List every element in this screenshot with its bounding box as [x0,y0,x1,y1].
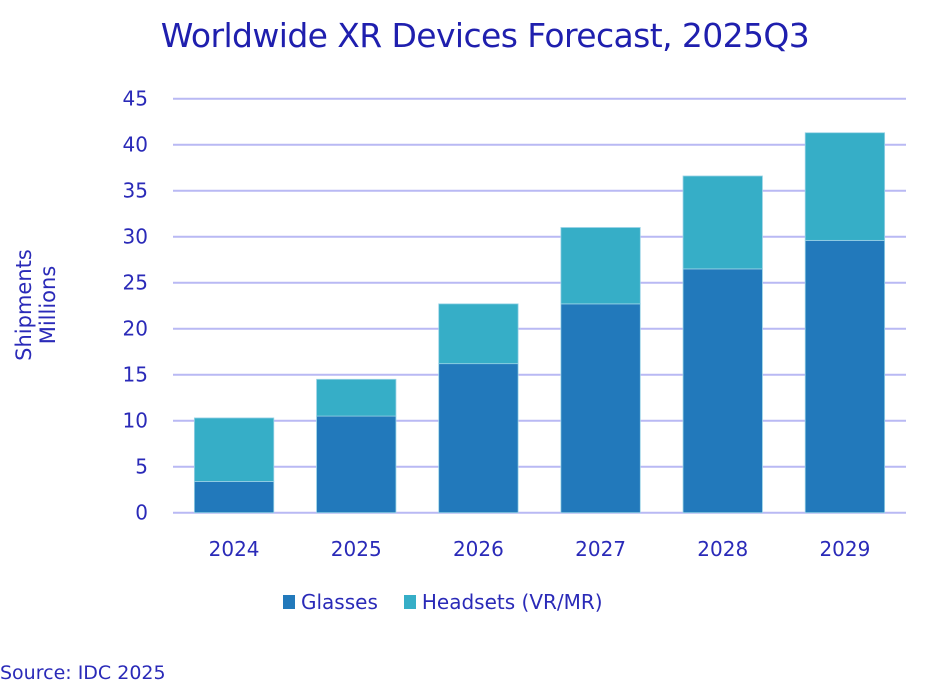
bar-glasses [804,239,886,514]
bar-glasses [560,303,641,514]
legend-swatch-headsets [403,595,416,609]
x-tick-label: 2024 [209,537,260,561]
bar-glasses [193,481,275,514]
chart-title: Worldwide XR Devices Forecast, 2025Q3 [160,16,810,55]
legend-item-glasses: Glasses [283,590,378,614]
y-tick-label: 35 [123,179,148,203]
legend: Glasses Headsets (VR/MR) [283,590,629,614]
y-tick-label: 15 [123,363,148,387]
legend-label-headsets: Headsets (VR/MR) [421,590,603,614]
bar-headsets [316,378,397,417]
bar-headsets [804,132,886,241]
bar-glasses [316,415,397,514]
legend-label-glasses: Glasses [301,590,378,614]
y-tick-label: 40 [123,133,148,157]
legend-swatch-glasses [283,595,295,609]
x-tick-label: 2029 [819,537,870,561]
legend-item-headsets: Headsets (VR/MR) [403,590,603,614]
bar-headsets [682,175,763,270]
source-note: Source: IDC 2025 [0,662,166,684]
y-tick-label: 10 [123,409,148,433]
x-tick-label: 2027 [575,537,626,561]
x-tick-label: 2026 [453,537,504,561]
y-tick-label: 45 [123,87,148,111]
y-tick-label: 20 [123,317,148,341]
bar-glasses [682,268,763,514]
bar-headsets [560,227,641,305]
x-tick-label: 2025 [331,537,382,561]
bar-headsets [438,303,519,365]
y-tick-label: 25 [123,271,148,295]
bar-headsets [193,417,275,482]
y-tick-label: 30 [123,225,148,249]
y-tick-label: 5 [135,455,148,479]
x-tick-label: 2028 [697,537,748,561]
y-tick-label: 0 [135,501,148,525]
bar-glasses [438,363,519,514]
